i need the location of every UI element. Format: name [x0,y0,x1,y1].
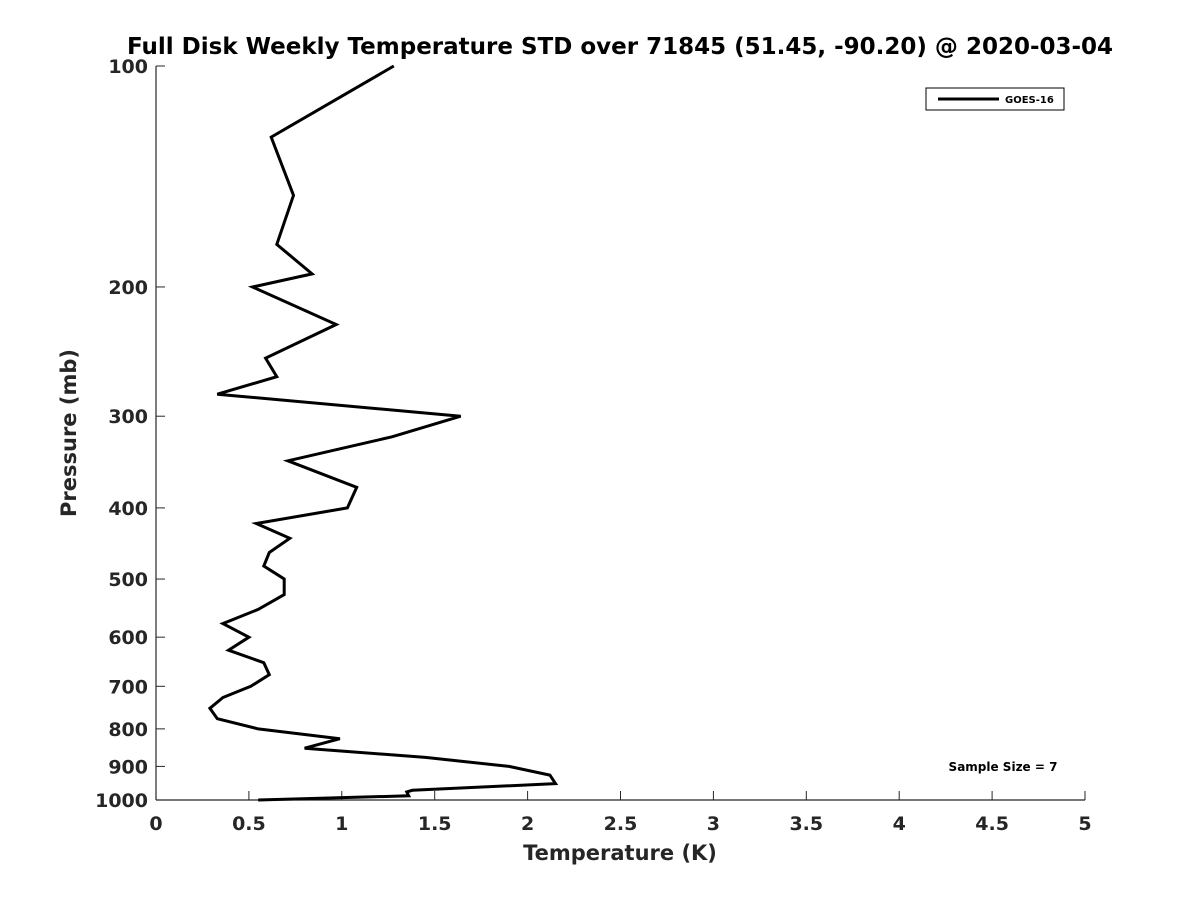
series-line-goes-16 [207,64,559,802]
chart-title: Full Disk Weekly Temperature STD over 71… [127,34,1113,60]
y-tick-label-200: 200 [108,277,148,299]
y-tick-label-100: 100 [108,56,148,78]
sample-size-annotation: Sample Size = 7 [949,760,1058,774]
x-tick-label-0.5: 0.5 [232,813,266,835]
x-tick-label-0: 0 [149,813,162,835]
y-tick-label-300: 300 [108,406,148,428]
y-tick-label-800: 800 [108,719,148,741]
x-axis-label: Temperature (K) [523,841,717,865]
x-tick-label-1.5: 1.5 [418,813,452,835]
x-tick-label-4.5: 4.5 [975,813,1009,835]
y-tick-label-500: 500 [108,569,148,591]
y-tick-label-1000: 1000 [95,790,148,812]
x-tick-label-5: 5 [1078,813,1091,835]
x-ticks: 0 0.5 1 1.5 2 2.5 3 3.5 4 4.5 5 [149,791,1092,835]
x-tick-label-2.5: 2.5 [604,813,638,835]
legend-label-goes-16: GOES-16 [1005,95,1054,106]
legend: GOES-16 [925,87,1065,111]
plot-area [155,66,1085,801]
x-tick-label-1: 1 [335,813,348,835]
series-layer [207,64,559,802]
y-ticks: 100 200 300 400 500 600 700 800 900 1000 [95,56,165,812]
y-tick-label-900: 900 [108,756,148,778]
x-tick-label-3: 3 [707,813,720,835]
x-tick-label-4: 4 [893,813,906,835]
x-tick-label-2: 2 [521,813,534,835]
y-axis-label: Pressure (mb) [57,349,81,517]
y-tick-label-600: 600 [108,627,148,649]
y-tick-label-400: 400 [108,498,148,520]
x-tick-label-3.5: 3.5 [789,813,823,835]
y-tick-label-700: 700 [108,676,148,698]
